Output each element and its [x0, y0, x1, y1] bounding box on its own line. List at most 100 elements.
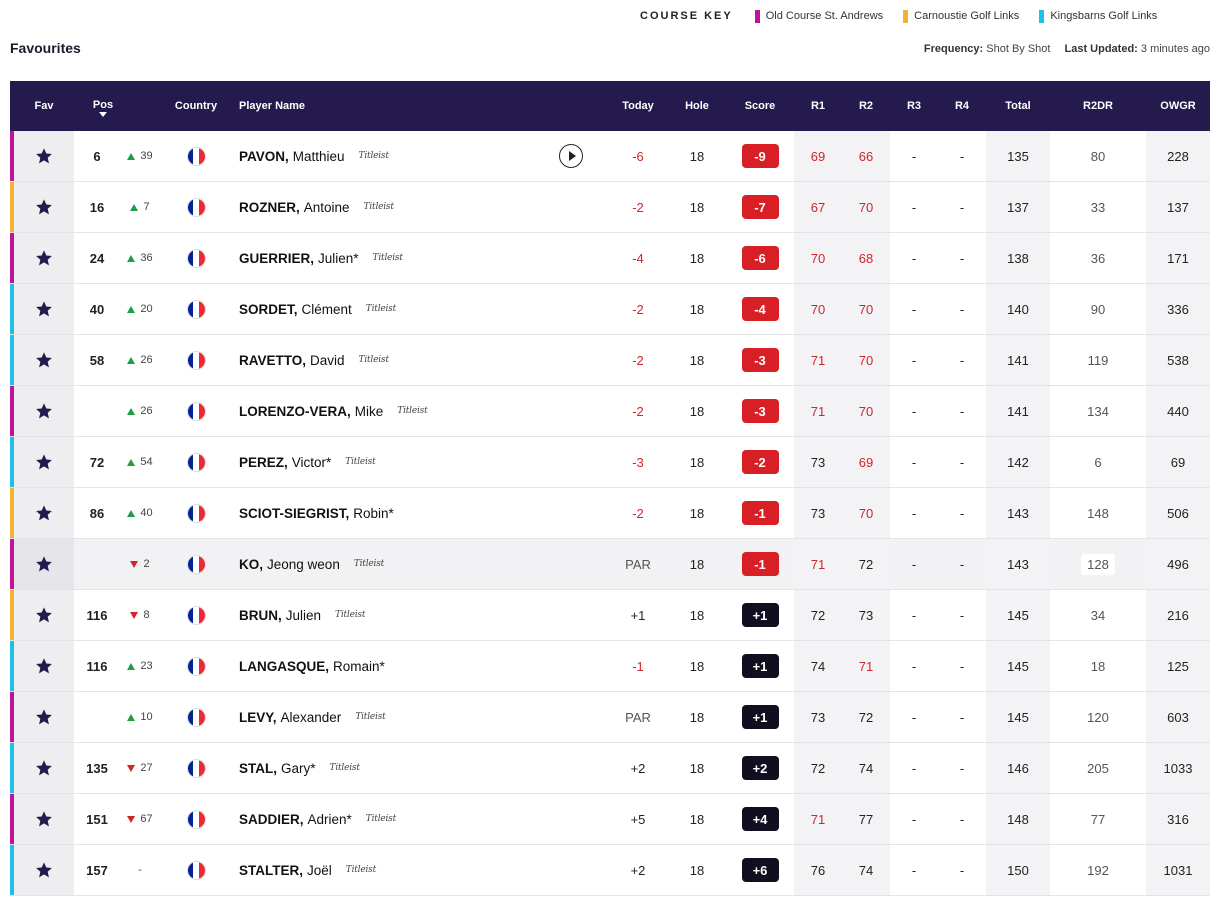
player-name[interactable]: LEVY, Alexander Titleist	[239, 692, 539, 742]
r2dr: 80	[1050, 131, 1146, 181]
table-row[interactable]: 135 27 STAL, Gary* Titleist +2 18 +2 72 74 - - 146 20…	[10, 743, 1210, 794]
favourite-toggle[interactable]	[14, 692, 74, 742]
r2dr: 120	[1050, 692, 1146, 742]
player-name[interactable]: LORENZO-VERA, Mike Titleist	[239, 386, 539, 436]
r2dr-value: 148	[1087, 505, 1109, 521]
favourite-toggle[interactable]	[14, 284, 74, 334]
course-indicator	[10, 488, 14, 538]
col-header-r2dr[interactable]: R2DR	[1083, 100, 1113, 112]
col-header-fav[interactable]: Fav	[34, 100, 54, 112]
favourite-toggle[interactable]	[14, 335, 74, 385]
table-row[interactable]: 72 54 PEREZ, Victor* Titleist -3 18 -2 73 69- -142…	[10, 437, 1210, 488]
star-icon	[36, 658, 52, 674]
owgr: 171	[1146, 233, 1210, 283]
player-name[interactable]: RAVETTO, David Titleist	[239, 335, 539, 385]
r2dr-value: 90	[1090, 301, 1106, 317]
player-first-name: Romain*	[333, 658, 385, 674]
player-name[interactable]: GUERRIER, Julien* Titleist	[239, 233, 539, 283]
favourite-toggle[interactable]	[14, 386, 74, 436]
total-score: -7	[732, 182, 788, 232]
favourite-toggle[interactable]	[14, 488, 74, 538]
player-name[interactable]: LANGASQUE, Romain*	[239, 641, 539, 691]
table-row[interactable]: 16 7 ROZNER, Antoine Titleist -2 18 -7 67 70 - - 137…	[10, 182, 1210, 233]
position: 72	[89, 454, 105, 470]
country	[170, 845, 222, 895]
player-first-name: Victor*	[291, 454, 332, 470]
col-header-today[interactable]: Today	[622, 100, 654, 112]
player-first-name: Julien	[285, 607, 322, 623]
favourite-toggle[interactable]	[14, 233, 74, 283]
course-indicator	[10, 539, 14, 589]
play-button[interactable]	[558, 131, 584, 181]
favourite-toggle[interactable]	[14, 590, 74, 640]
titleist-logo: Titleist	[358, 355, 389, 365]
round-3: -	[911, 250, 917, 266]
round-2: 70	[842, 335, 890, 385]
col-header-owgr[interactable]: OWGR	[1160, 100, 1196, 112]
round-2: 70	[842, 488, 890, 538]
player-name[interactable]: STAL, Gary* Titleist	[239, 743, 539, 793]
r2dr: 205	[1050, 743, 1146, 793]
col-header-hole[interactable]: Hole	[685, 100, 709, 112]
player-name[interactable]: SCIOT-SIEGRIST, Robin*	[239, 488, 539, 538]
player-last-name: LEVY,	[239, 709, 277, 725]
player-name[interactable]: PEREZ, Victor* Titleist	[239, 437, 539, 487]
col-header-country[interactable]: Country	[174, 100, 218, 112]
last-updated-value: 3 minutes ago	[1140, 43, 1210, 55]
player-name[interactable]: PAVON, Matthieu Titleist	[239, 131, 539, 181]
col-header-total[interactable]: Total	[1005, 100, 1031, 112]
table-row[interactable]: 86 40 SCIOT-SIEGRIST, Robin* -2 18 -1 73 70 - - 143…	[10, 488, 1210, 539]
position	[74, 692, 120, 742]
player-name[interactable]: STALTER, Joël Titleist	[239, 845, 539, 895]
col-header-r2[interactable]: R2	[858, 100, 874, 112]
table-row[interactable]: 6 39 PAVON, Matthieu Titleist -6 18 -9 69 66 - - 135…	[10, 131, 1210, 182]
player-name[interactable]: SORDET, Clément Titleist	[239, 284, 539, 334]
hole: 18	[689, 301, 705, 317]
table-row[interactable]: 151 67 SADDIER, Adrien* Titleist +5 18 +4 71 77- -…	[10, 794, 1210, 845]
france-flag-icon	[186, 707, 206, 727]
round-2: 71	[842, 641, 890, 691]
player-name[interactable]: BRUN, Julien Titleist	[239, 590, 539, 640]
col-header-r4[interactable]: R4	[954, 100, 970, 112]
round-4: -	[959, 199, 965, 215]
player-name[interactable]: ROZNER, Antoine Titleist	[239, 182, 539, 232]
table-row[interactable]: 26 LORENZO-VERA, Mike Titleist -2 18 -3 71 70 - - 1…	[10, 386, 1210, 437]
table-row[interactable]: 116 8 BRUN, Julien Titleist +1 18 +1 72 73 - - 145 34…	[10, 590, 1210, 641]
table-row[interactable]: 24 36 GUERRIER, Julien* Titleist -4 18 -6 70 68 - -…	[10, 233, 1210, 284]
frequency-value: Shot By Shot	[986, 43, 1051, 55]
round-1: 74	[794, 641, 842, 691]
table-row[interactable]: 58 26 RAVETTO, David Titleist -2 18 -3 71 70 - - 141…	[10, 335, 1210, 386]
col-header-r1[interactable]: R1	[810, 100, 826, 112]
total-strokes: 145	[986, 641, 1050, 691]
favourite-toggle[interactable]	[14, 845, 74, 895]
table-row[interactable]: 40 20 SORDET, Clément Titleist -2 18 -4 70 70 - - 14…	[10, 284, 1210, 335]
favourite-toggle[interactable]	[14, 182, 74, 232]
table-row[interactable]: 157 - STALTER, Joël Titleist +2 18 +6 76 74 - - 150 1…	[10, 845, 1210, 896]
table-row[interactable]: 116 23 LANGASQUE, Romain* -1 18 +1 74 71 - - 145 18 1…	[10, 641, 1210, 692]
star-icon	[36, 607, 52, 623]
r2dr: 134	[1050, 386, 1146, 436]
star-icon	[36, 862, 52, 878]
table-row[interactable]: 10 LEVY, Alexander Titleist PAR 18 +1 73 72 - - 145…	[10, 692, 1210, 743]
favourite-toggle[interactable]	[14, 743, 74, 793]
col-header-pos[interactable]: Pos	[74, 81, 132, 131]
total-strokes: 150	[986, 845, 1050, 895]
round-1: 73	[794, 437, 842, 487]
col-header-score[interactable]: Score	[744, 100, 776, 112]
round-3: -	[911, 148, 917, 164]
r2dr-value: 119	[1087, 352, 1109, 368]
table-row[interactable]: 2 KO, Jeong weon Titleist PAR 18 -1 71 72 - - 143 12…	[10, 539, 1210, 590]
today-score: -2	[632, 352, 644, 368]
titleist-logo: Titleist	[397, 406, 428, 416]
favourite-toggle[interactable]	[14, 437, 74, 487]
col-header-player[interactable]: Player Name	[239, 100, 306, 112]
player-name[interactable]: SADDIER, Adrien* Titleist	[239, 794, 539, 844]
favourite-toggle[interactable]	[14, 131, 74, 181]
favourite-toggle[interactable]	[14, 641, 74, 691]
position-movement: 54	[120, 437, 160, 487]
player-name[interactable]: KO, Jeong weon Titleist	[239, 539, 539, 589]
favourite-toggle[interactable]	[14, 539, 74, 589]
owgr: 316	[1146, 794, 1210, 844]
favourite-toggle[interactable]	[14, 794, 74, 844]
col-header-r3[interactable]: R3	[906, 100, 922, 112]
